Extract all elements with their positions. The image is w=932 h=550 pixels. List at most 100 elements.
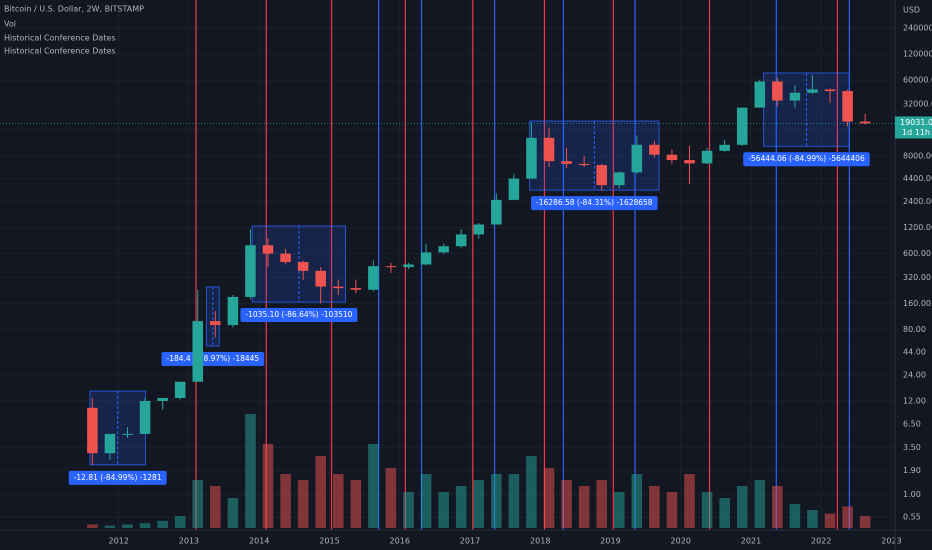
legend-entry: Historical Conference Dates bbox=[4, 47, 116, 56]
candle-body bbox=[350, 288, 362, 290]
candle-body bbox=[684, 160, 695, 164]
candle-body bbox=[192, 321, 204, 382]
volume-bar bbox=[157, 520, 168, 528]
candle-body bbox=[455, 234, 467, 247]
range-label: -12.81 (-84.99%) -1281 bbox=[74, 473, 162, 482]
volume-bar bbox=[859, 516, 871, 528]
candle-body bbox=[280, 253, 291, 263]
range-label: -16286.58 (-84.31%) -1628658 bbox=[536, 198, 653, 207]
volume-bar bbox=[824, 513, 836, 528]
candle-body bbox=[736, 107, 748, 145]
candle-body bbox=[772, 81, 783, 101]
y-tick-label: 240000.00 bbox=[903, 24, 932, 33]
volume-bar bbox=[754, 480, 766, 528]
y-tick-label: 0.55 bbox=[903, 513, 921, 522]
x-tick-label: 2012 bbox=[109, 537, 129, 546]
candle-body bbox=[104, 433, 116, 454]
candle-body bbox=[561, 161, 572, 164]
range-label-bg bbox=[743, 152, 870, 167]
candle-body bbox=[139, 400, 151, 434]
y-tick-label: 120000.00 bbox=[903, 50, 932, 59]
volume-bar bbox=[666, 492, 678, 528]
y-tick-label: 2400.00 bbox=[903, 197, 932, 206]
candle-body bbox=[262, 245, 274, 254]
y-tick-label: 4400.00 bbox=[903, 174, 932, 183]
candle-body bbox=[245, 245, 256, 297]
volume-bar bbox=[491, 474, 502, 528]
y-tick-label: 80.00 bbox=[903, 325, 926, 334]
volume-bar bbox=[210, 486, 221, 528]
volume-bar bbox=[227, 498, 239, 528]
volume-bar bbox=[701, 492, 713, 528]
volume-bar bbox=[526, 456, 537, 528]
candle-body bbox=[508, 178, 520, 200]
y-tick-label: 44.00 bbox=[903, 348, 926, 357]
y-tick-label: 8000.00 bbox=[903, 152, 932, 161]
candle-body bbox=[368, 266, 379, 290]
candle-body bbox=[631, 144, 643, 173]
volume-bar bbox=[262, 444, 274, 528]
volume-bar bbox=[332, 474, 344, 528]
x-tick-label: 2018 bbox=[530, 537, 550, 546]
y-tick-label: 60000.00 bbox=[903, 76, 932, 85]
y-tick-label: 600.00 bbox=[903, 249, 931, 258]
candle-body bbox=[157, 397, 168, 401]
candle-body bbox=[719, 144, 730, 151]
volume-bar bbox=[385, 468, 397, 528]
x-tick-label: 2016 bbox=[390, 537, 410, 546]
volume-bar bbox=[736, 486, 748, 528]
last-price-label: 19031.00 bbox=[900, 118, 932, 127]
volume-bar bbox=[772, 486, 783, 528]
countdown-label: 1d 11h bbox=[902, 128, 930, 137]
volume-bar bbox=[578, 486, 590, 528]
volume-bar bbox=[842, 506, 853, 528]
volume-bar bbox=[245, 414, 256, 528]
y-tick-label: 6.50 bbox=[903, 420, 921, 429]
volume-bar bbox=[104, 525, 116, 528]
y-tick-label: 1.00 bbox=[903, 490, 921, 499]
y-tick-label: 320.00 bbox=[903, 273, 931, 282]
volume-bar bbox=[420, 474, 432, 528]
x-tick-label: 2020 bbox=[671, 537, 691, 546]
volume-bar bbox=[789, 504, 801, 528]
volume-bar bbox=[438, 492, 449, 528]
volume-bar bbox=[508, 474, 520, 528]
volume-bar bbox=[631, 474, 643, 528]
candle-body bbox=[807, 89, 818, 93]
candle-body bbox=[842, 91, 853, 122]
x-tick-label: 2023 bbox=[881, 537, 901, 546]
candle-body bbox=[789, 92, 801, 101]
candle-body bbox=[526, 137, 537, 179]
candle-body bbox=[227, 296, 239, 326]
range-label: -1035.10 (-86.64%) -103510 bbox=[245, 310, 352, 319]
volume-bar bbox=[455, 486, 467, 528]
candle-body bbox=[578, 163, 590, 166]
x-tick-label: 2014 bbox=[249, 537, 269, 546]
volume-bar bbox=[350, 480, 362, 528]
candle-body bbox=[613, 172, 625, 186]
candle-body bbox=[596, 165, 607, 186]
chart-title: Bitcoin / U.S. Dollar, 2W, BITSTAMP bbox=[4, 5, 144, 14]
volume-bar bbox=[543, 468, 555, 528]
volume-legend: Vol bbox=[4, 20, 16, 29]
y-tick-label: 1200.00 bbox=[903, 223, 932, 232]
candle-body bbox=[754, 81, 766, 108]
candle-body bbox=[297, 262, 309, 271]
last-price-tag bbox=[895, 116, 932, 139]
conference-lines bbox=[195, 0, 850, 530]
volume-bar bbox=[192, 480, 204, 528]
y-unit: USD bbox=[903, 6, 920, 15]
volume-bar bbox=[613, 492, 625, 528]
candle-body bbox=[420, 252, 432, 265]
volume-bar bbox=[684, 474, 695, 528]
range-label-bg bbox=[68, 470, 167, 485]
volume-bar bbox=[596, 480, 607, 528]
volume-bar bbox=[649, 486, 660, 528]
y-tick-label: 3.50 bbox=[903, 443, 921, 452]
range-label-bg bbox=[531, 196, 658, 211]
y-tick-label: 12.00 bbox=[903, 396, 926, 405]
candle-body bbox=[473, 224, 485, 235]
candle-body bbox=[210, 321, 221, 326]
